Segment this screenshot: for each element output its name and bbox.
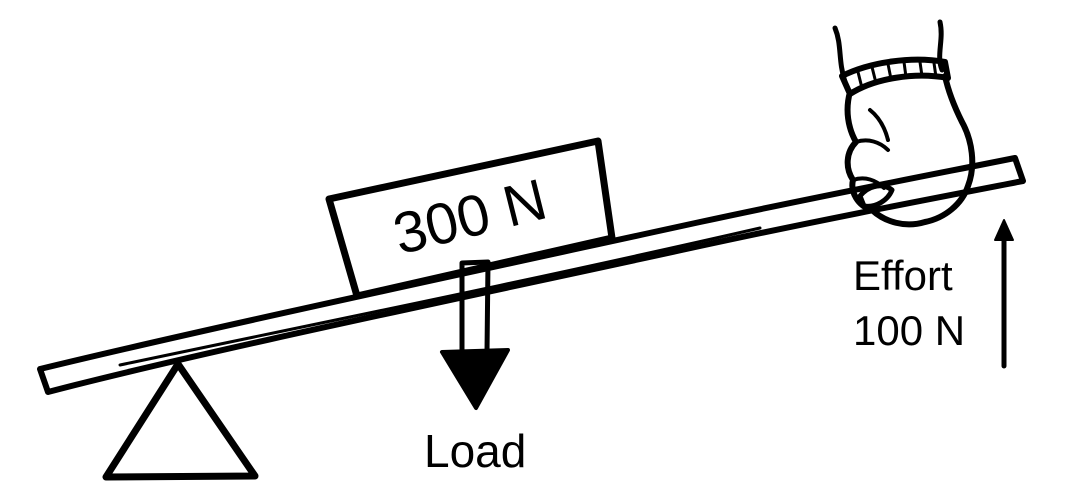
arrow-down-icon [440, 259, 510, 410]
effort-value: 100 N [853, 307, 966, 354]
lever-bar-icon [37, 155, 1026, 395]
hand-icon [832, 19, 976, 228]
arrow-up-icon [994, 219, 1014, 369]
load-label: Load [424, 425, 527, 477]
triangle-icon [102, 360, 259, 481]
effort-label: Effort [853, 252, 953, 299]
weight-box-icon [325, 137, 616, 300]
